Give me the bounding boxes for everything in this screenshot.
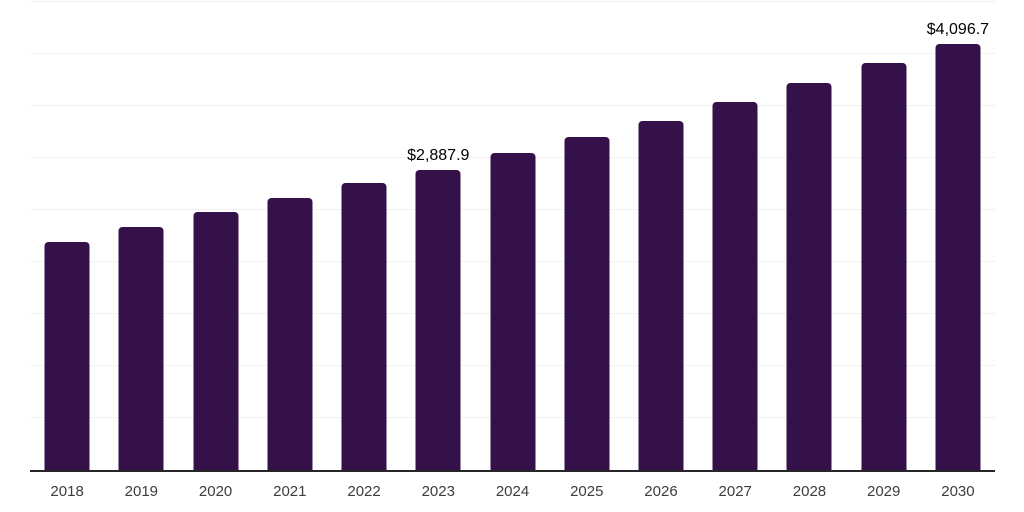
bar-2030 bbox=[935, 43, 981, 470]
x-tick-label-2026: 2026 bbox=[644, 483, 678, 500]
bars-row: $2,887.9 $4,096.7 bbox=[30, 0, 995, 470]
bar-slot-2023: $2,887.9 bbox=[401, 0, 475, 470]
bar-2027 bbox=[712, 101, 758, 470]
bar-2023 bbox=[415, 169, 461, 470]
bar-2026 bbox=[638, 120, 684, 470]
x-tick-label-2029: 2029 bbox=[867, 483, 901, 500]
x-tick-label-2028: 2028 bbox=[792, 483, 827, 500]
x-tick-label-2030: 2030 bbox=[941, 483, 975, 500]
gridline bbox=[30, 53, 995, 54]
bar-value-label-2030: $4,096.7 bbox=[926, 20, 990, 38]
bar-slot-2024 bbox=[475, 0, 549, 470]
bar-2018 bbox=[44, 242, 90, 470]
x-tick-label-2023: 2023 bbox=[421, 483, 455, 500]
bar-slot-2019 bbox=[104, 0, 178, 470]
plot-area: $2,887.9 $4,096.7 bbox=[30, 0, 995, 472]
bar-value-label-2023: $2,887.9 bbox=[407, 146, 470, 164]
x-axis-tick-labels: 2018 2019 2020 2021 2022 2023 2024 2025 2026 2027… bbox=[30, 472, 995, 501]
bar-2028 bbox=[786, 83, 832, 470]
bar-slot-2028 bbox=[772, 0, 846, 470]
bar-slot-2030: $4,096.7 bbox=[921, 0, 995, 470]
bar-slot-2025 bbox=[550, 0, 624, 470]
bar-2022 bbox=[341, 182, 387, 470]
bar-2019 bbox=[118, 227, 164, 470]
bar-2025 bbox=[564, 136, 610, 470]
bar-slot-2022 bbox=[327, 0, 401, 470]
bar-slot-2021 bbox=[253, 0, 327, 470]
bar-slot-2029 bbox=[847, 0, 921, 470]
x-tick-label-2018: 2018 bbox=[50, 483, 84, 500]
bar-2020 bbox=[193, 212, 239, 470]
x-tick-label-2027: 2027 bbox=[718, 483, 752, 500]
bar-slot-2020 bbox=[178, 0, 252, 470]
bar-slot-2026 bbox=[624, 0, 698, 470]
x-tick-label-2025: 2025 bbox=[570, 483, 604, 500]
x-tick-label-2021: 2021 bbox=[273, 483, 307, 500]
bar-slot-2027 bbox=[698, 0, 772, 470]
bar-2024 bbox=[490, 152, 536, 470]
x-tick-label-2019: 2019 bbox=[124, 483, 159, 500]
gridline bbox=[30, 1, 995, 2]
bar-slot-2018 bbox=[30, 0, 104, 470]
gridline bbox=[30, 105, 995, 106]
x-tick-label-2024: 2024 bbox=[495, 483, 530, 500]
x-tick-label-2020: 2020 bbox=[198, 483, 233, 500]
bar-2021 bbox=[267, 198, 313, 470]
x-tick-label-2022: 2022 bbox=[347, 483, 381, 500]
bar-2029 bbox=[861, 62, 907, 470]
